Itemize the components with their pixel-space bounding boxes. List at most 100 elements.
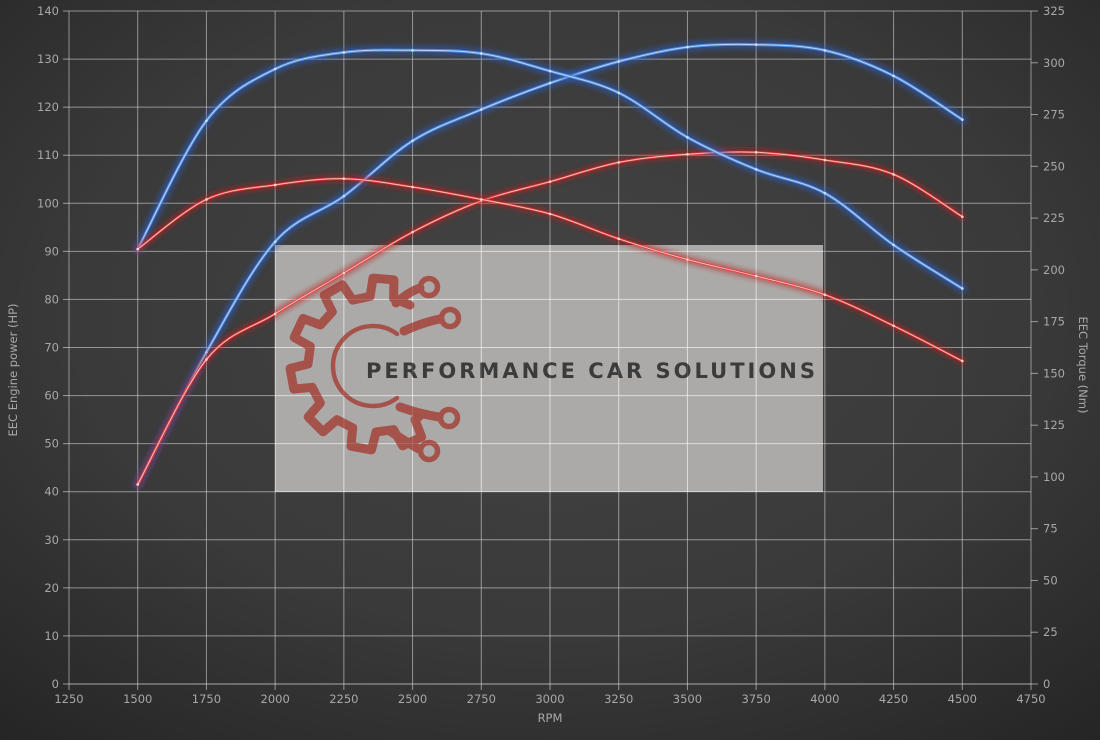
- right-tick-label: 25: [1043, 625, 1058, 639]
- right-tick-label: 100: [1043, 470, 1065, 484]
- curve-point-marker: [273, 67, 277, 71]
- circuit-node-icon: [417, 439, 441, 463]
- curve-point-marker: [823, 49, 827, 52]
- curve-point-marker: [686, 152, 689, 156]
- curve-point-marker: [548, 180, 552, 183]
- x-tick-label: 4750: [1016, 692, 1045, 706]
- left-tick-label: 40: [44, 485, 59, 499]
- left-axis-title: EEC Engine power (HP): [6, 303, 20, 436]
- curve-power-red-original: [133, 147, 967, 489]
- watermark-gridlines: [275, 245, 823, 492]
- left-tick-label: 120: [37, 100, 59, 114]
- curve-point-marker: [273, 240, 277, 244]
- watermark: PERFORMANCE CAR SOLUTIONS: [275, 245, 823, 492]
- circuit-trace: [385, 426, 424, 454]
- right-tick-label: 175: [1043, 315, 1065, 329]
- x-tick-label: 4250: [879, 692, 908, 706]
- right-tick-label: 300: [1043, 56, 1065, 70]
- gear-circuit-logo-icon: [285, 273, 462, 463]
- circuit-trace: [399, 314, 445, 336]
- curve-point-marker: [548, 81, 552, 85]
- curve-point-marker: [617, 237, 621, 241]
- left-tick-label: 80: [44, 292, 59, 306]
- x-tick-label: 3000: [535, 692, 564, 706]
- curve-point-marker: [960, 359, 964, 363]
- curve-point-marker: [892, 243, 895, 247]
- left-tick-label: 30: [44, 533, 59, 547]
- left-tick-label: 130: [37, 52, 59, 66]
- curve-point-marker: [479, 108, 483, 111]
- circuit-node-icon: [438, 306, 462, 330]
- left-tick-label: 110: [37, 148, 59, 162]
- x-tick-label: 2250: [329, 692, 358, 706]
- curve-point-marker: [136, 247, 140, 251]
- right-tick-label: 125: [1043, 418, 1065, 432]
- x-tick-label: 3250: [604, 692, 633, 706]
- circuit-node-icon: [417, 275, 441, 299]
- curve-point-marker: [617, 91, 621, 95]
- right-tick-label: 150: [1043, 366, 1065, 380]
- curve-point-marker: [411, 185, 414, 189]
- left-tick-label: 20: [44, 581, 59, 595]
- curve-point-marker: [960, 215, 964, 219]
- right-tick-label: 75: [1043, 522, 1058, 536]
- curve-point-marker: [892, 74, 895, 78]
- curve-point-marker: [823, 158, 827, 162]
- curve-point-marker: [548, 212, 552, 216]
- x-tick-label: 4000: [810, 692, 839, 706]
- circuit-node-icon: [437, 406, 461, 430]
- curve-point-marker: [686, 136, 689, 139]
- curve-point-marker: [205, 358, 208, 361]
- x-tick-label: 3500: [673, 692, 702, 706]
- curve-point-marker: [960, 287, 964, 290]
- curve-point-marker: [342, 177, 346, 181]
- curve-point-marker: [960, 118, 964, 121]
- curve-point-marker: [686, 258, 689, 261]
- curve-point-marker: [823, 191, 827, 195]
- curve-point-marker: [548, 69, 552, 73]
- left-tick-label: 140: [37, 4, 59, 18]
- curve-point-marker: [205, 198, 208, 201]
- curve-point-marker: [754, 151, 758, 154]
- curve-torque-blue-tuned: [132, 45, 968, 294]
- gear-inner-ring: [330, 323, 400, 409]
- curve-point-marker: [892, 324, 895, 328]
- left-tick-label: 50: [44, 437, 59, 451]
- curve-point-marker: [686, 45, 689, 49]
- curve-point-marker: [411, 139, 414, 143]
- curve-point-marker: [411, 49, 414, 52]
- curve-point-marker: [273, 312, 277, 316]
- curve-point-marker: [342, 194, 346, 198]
- x-tick-label: 4500: [948, 692, 977, 706]
- x-tick-label: 3750: [742, 692, 771, 706]
- right-tick-label: 250: [1043, 159, 1065, 173]
- curve-point-marker: [754, 43, 758, 46]
- axis-tick-labels: 0 10 20 30 40 50 60 70 80 90 100 110 120 130 140 0 25 50 7…: [37, 4, 1065, 706]
- curve-point-marker: [273, 183, 277, 187]
- curve-point-marker: [892, 173, 895, 176]
- curve-point-marker: [479, 198, 483, 201]
- right-tick-label: 275: [1043, 108, 1065, 122]
- curve-point-marker: [205, 119, 208, 123]
- left-tick-label: 70: [44, 341, 59, 355]
- curve-point-marker: [754, 168, 758, 171]
- dyno-curves: [132, 39, 968, 490]
- right-axis-title: EEC Torque (Nm): [1076, 317, 1090, 414]
- curve-torque-red-original: [133, 174, 967, 365]
- watermark-text: PERFORMANCE CAR SOLUTIONS: [366, 359, 818, 383]
- right-tick-label: 200: [1043, 263, 1065, 277]
- curve-point-marker: [479, 52, 483, 55]
- right-tick-label: 50: [1043, 573, 1058, 587]
- curve-point-marker: [617, 161, 621, 164]
- curve-point-marker: [823, 293, 827, 296]
- x-tick-label: 2000: [261, 692, 290, 706]
- x-tick-label: 1250: [54, 692, 83, 706]
- x-tick-label: 1500: [123, 692, 152, 706]
- x-axis-title: RPM: [538, 711, 563, 725]
- circuit-trace: [395, 402, 444, 422]
- left-tick-label: 0: [52, 677, 59, 691]
- curve-point-marker: [754, 274, 758, 278]
- left-tick-label: 90: [44, 244, 59, 258]
- curve-point-marker: [411, 230, 414, 234]
